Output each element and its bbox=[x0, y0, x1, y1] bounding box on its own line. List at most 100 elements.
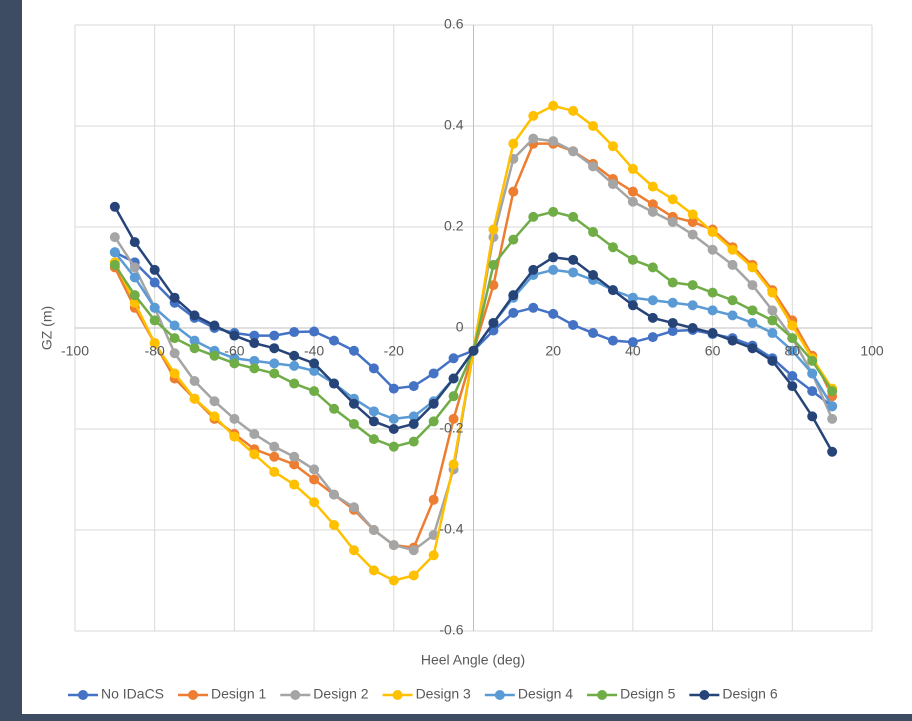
data-point bbox=[568, 146, 578, 156]
data-point bbox=[249, 363, 259, 373]
data-point bbox=[429, 368, 439, 378]
chart: GZ (m) Heel Angle (deg) No IDaCSDesign 1… bbox=[0, 0, 912, 721]
data-point bbox=[708, 305, 718, 315]
data-point bbox=[688, 280, 698, 290]
legend-marker bbox=[495, 690, 505, 700]
data-point bbox=[329, 379, 339, 389]
data-point bbox=[389, 576, 399, 586]
data-point bbox=[329, 520, 339, 530]
data-point bbox=[608, 336, 618, 346]
data-point bbox=[668, 318, 678, 328]
data-point bbox=[708, 328, 718, 338]
y-tick-label: 0.2 bbox=[444, 218, 464, 234]
data-point bbox=[767, 305, 777, 315]
y-tick-label: -0.6 bbox=[439, 622, 463, 638]
data-point bbox=[787, 320, 797, 330]
data-point bbox=[488, 225, 498, 235]
data-point bbox=[608, 141, 618, 151]
data-point bbox=[329, 404, 339, 414]
data-point bbox=[369, 565, 379, 575]
data-point bbox=[269, 368, 279, 378]
data-point bbox=[767, 315, 777, 325]
x-tick-label: -80 bbox=[145, 343, 165, 359]
data-point bbox=[568, 106, 578, 116]
data-point bbox=[289, 452, 299, 462]
data-point bbox=[688, 209, 698, 219]
data-point bbox=[469, 346, 479, 356]
data-point bbox=[229, 331, 239, 341]
data-point bbox=[429, 495, 439, 505]
legend-label: No IDaCS bbox=[101, 686, 164, 702]
data-point bbox=[110, 202, 120, 212]
data-point bbox=[568, 267, 578, 277]
data-point bbox=[588, 328, 598, 338]
data-point bbox=[409, 381, 419, 391]
x-tick-label: 100 bbox=[860, 343, 884, 359]
legend-label: Design 2 bbox=[313, 686, 368, 702]
data-point bbox=[269, 467, 279, 477]
data-point bbox=[588, 161, 598, 171]
data-point bbox=[728, 295, 738, 305]
data-point bbox=[150, 265, 160, 275]
data-point bbox=[269, 442, 279, 452]
data-point bbox=[309, 327, 319, 337]
data-point bbox=[827, 401, 837, 411]
data-point bbox=[688, 230, 698, 240]
data-point bbox=[747, 280, 757, 290]
data-point bbox=[588, 270, 598, 280]
data-point bbox=[648, 295, 658, 305]
data-point bbox=[309, 464, 319, 474]
data-point bbox=[528, 111, 538, 121]
data-point bbox=[608, 179, 618, 189]
x-tick-label: -100 bbox=[61, 343, 89, 359]
x-tick-label: 80 bbox=[785, 343, 801, 359]
data-point bbox=[170, 333, 180, 343]
data-point bbox=[229, 414, 239, 424]
data-point bbox=[568, 212, 578, 222]
data-point bbox=[628, 164, 638, 174]
data-point bbox=[349, 399, 359, 409]
y-tick-label: -0.2 bbox=[439, 420, 463, 436]
data-point bbox=[648, 332, 658, 342]
data-point bbox=[269, 343, 279, 353]
data-point bbox=[508, 187, 518, 197]
legend-marker bbox=[188, 690, 198, 700]
data-point bbox=[528, 212, 538, 222]
data-point bbox=[329, 490, 339, 500]
data-point bbox=[688, 323, 698, 333]
data-point bbox=[150, 315, 160, 325]
data-point bbox=[449, 374, 459, 384]
data-point bbox=[628, 197, 638, 207]
data-point bbox=[429, 416, 439, 426]
data-point bbox=[130, 237, 140, 247]
legend-label: Design 4 bbox=[518, 686, 573, 702]
data-point bbox=[369, 525, 379, 535]
page: GZ (m) Heel Angle (deg) No IDaCSDesign 1… bbox=[0, 0, 912, 721]
y-tick-label: -0.4 bbox=[439, 521, 463, 537]
legend-marker bbox=[699, 690, 709, 700]
data-point bbox=[389, 414, 399, 424]
data-point bbox=[708, 288, 718, 298]
data-point bbox=[728, 245, 738, 255]
data-point bbox=[110, 260, 120, 270]
data-point bbox=[170, 320, 180, 330]
data-point bbox=[588, 121, 598, 131]
data-point bbox=[349, 502, 359, 512]
data-point bbox=[548, 207, 558, 217]
data-point bbox=[528, 134, 538, 144]
data-point bbox=[249, 429, 259, 439]
data-point bbox=[349, 545, 359, 555]
x-tick-label: 60 bbox=[705, 343, 721, 359]
y-tick-label: 0 bbox=[456, 319, 464, 335]
data-point bbox=[548, 265, 558, 275]
data-point bbox=[488, 260, 498, 270]
x-tick-label: 20 bbox=[545, 343, 561, 359]
data-point bbox=[787, 381, 797, 391]
data-point bbox=[528, 265, 538, 275]
data-point bbox=[170, 293, 180, 303]
data-point bbox=[130, 290, 140, 300]
data-point bbox=[827, 386, 837, 396]
data-point bbox=[668, 278, 678, 288]
data-point bbox=[309, 386, 319, 396]
data-point bbox=[508, 235, 518, 245]
